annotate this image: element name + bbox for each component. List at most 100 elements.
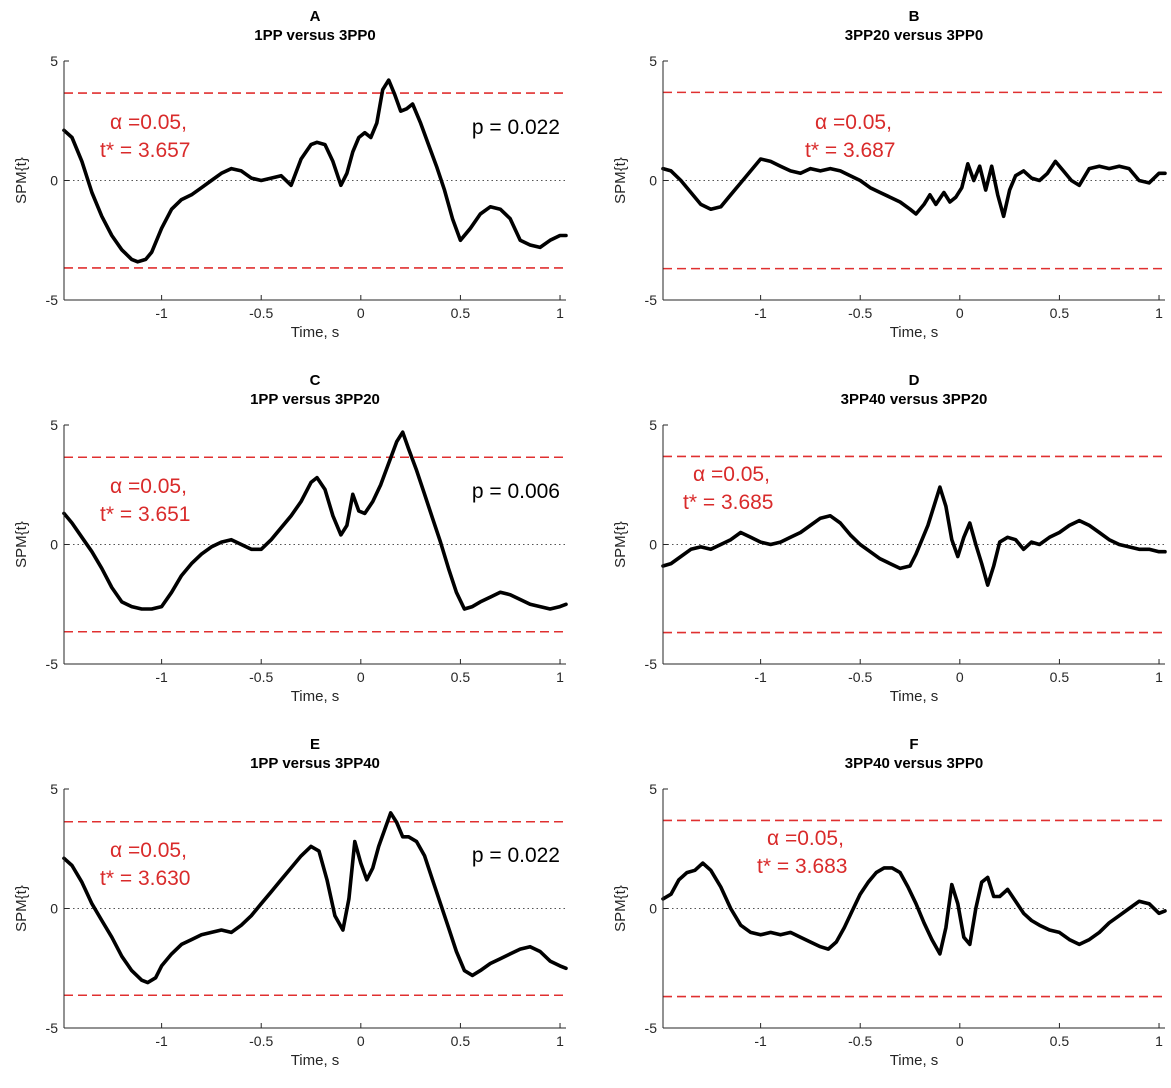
x-tick-label: -0.5 <box>848 669 872 685</box>
x-tick-label: -1 <box>754 669 767 685</box>
y-tick-label: -5 <box>645 292 658 308</box>
alpha-annotation: α =0.05, <box>767 827 844 850</box>
p-value-annotation: p = 0.022 <box>472 844 560 867</box>
panel-title: 1PP versus 3PP0 <box>254 27 375 44</box>
panel-letter: C <box>310 372 321 389</box>
y-tick-label: 5 <box>50 417 58 433</box>
y-tick-label: -5 <box>46 1020 59 1036</box>
tstar-annotation: t* = 3.685 <box>683 491 774 514</box>
panel-letter: D <box>909 372 920 389</box>
x-tick-label: 0.5 <box>451 305 471 321</box>
alpha-annotation: α =0.05, <box>693 463 770 486</box>
y-tick-label: 5 <box>649 781 657 797</box>
panel-c: C 1PP versus 3PP20 -1 -0.5 0 0.5 1 -5 0 5 Time, s S… <box>13 372 568 705</box>
x-tick-label: -1 <box>754 1033 767 1049</box>
x-tick-label: 0 <box>956 305 964 321</box>
y-tick-label: -5 <box>645 1020 658 1036</box>
spm-curve <box>62 78 568 264</box>
x-tick-label: 0.5 <box>451 669 471 685</box>
x-tick-label: 0.5 <box>1050 305 1070 321</box>
x-axis-label: Time, s <box>890 324 939 341</box>
x-tick-label: -1 <box>155 305 168 321</box>
spm-curve <box>661 861 1167 956</box>
y-tick-label: 0 <box>50 173 58 189</box>
x-axis-label: Time, s <box>890 1052 939 1069</box>
x-tick-label: -0.5 <box>249 1033 273 1049</box>
y-tick-label: 5 <box>649 417 657 433</box>
x-tick-label: 0.5 <box>451 1033 471 1049</box>
y-axis-label: SPM{t} <box>612 157 629 204</box>
x-tick-label: 1 <box>556 1033 564 1049</box>
x-tick-label: 1 <box>1155 305 1163 321</box>
tstar-annotation: t* = 3.630 <box>100 867 191 890</box>
x-tick-label: 1 <box>1155 1033 1163 1049</box>
y-axis-label: SPM{t} <box>13 885 30 932</box>
x-tick-label: 0.5 <box>1050 669 1070 685</box>
panel-title: 3PP40 versus 3PP0 <box>845 755 983 772</box>
panel-letter: B <box>909 8 920 25</box>
x-tick-label: 1 <box>1155 669 1163 685</box>
x-tick-label: -1 <box>155 669 168 685</box>
x-tick-label: -0.5 <box>848 1033 872 1049</box>
x-tick-label: 0.5 <box>1050 1033 1070 1049</box>
y-tick-label: 5 <box>50 53 58 69</box>
panel-letter: E <box>310 736 320 753</box>
x-axis-label: Time, s <box>291 1052 340 1069</box>
y-tick-label: -5 <box>46 656 59 672</box>
panel-letter: F <box>909 736 918 753</box>
panel-title: 3PP20 versus 3PP0 <box>845 27 983 44</box>
x-tick-label: 0 <box>357 1033 365 1049</box>
x-tick-label: -0.5 <box>249 669 273 685</box>
tstar-annotation: t* = 3.657 <box>100 139 191 162</box>
x-tick-label: -1 <box>155 1033 168 1049</box>
alpha-annotation: α =0.05, <box>815 111 892 134</box>
y-axis-label: SPM{t} <box>612 521 629 568</box>
x-tick-label: -0.5 <box>848 305 872 321</box>
y-axis-label: SPM{t} <box>13 157 30 204</box>
panel-b: B 3PP20 versus 3PP0 -1 -0.5 0 0.5 1 -5 0 5 Time, s… <box>612 8 1167 341</box>
y-tick-label: 0 <box>50 537 58 553</box>
panel-d: D 3PP40 versus 3PP20 -1 -0.5 0 0.5 1 -5 0 5 Time, … <box>612 372 1167 705</box>
alpha-annotation: α =0.05, <box>110 111 187 134</box>
spm-curve <box>661 485 1167 587</box>
panel-title: 1PP versus 3PP20 <box>250 391 380 408</box>
x-tick-label: -1 <box>754 305 767 321</box>
panel-e: E 1PP versus 3PP40 -1 -0.5 0 0.5 1 -5 0 5 Time, s S… <box>13 736 568 1069</box>
panel-title: 3PP40 versus 3PP20 <box>841 391 988 408</box>
x-tick-label: 0 <box>956 1033 964 1049</box>
x-tick-label: 1 <box>556 305 564 321</box>
tstar-annotation: t* = 3.687 <box>805 139 896 162</box>
y-tick-label: 5 <box>50 781 58 797</box>
x-tick-label: 0 <box>357 669 365 685</box>
alpha-annotation: α =0.05, <box>110 839 187 862</box>
panel-title: 1PP versus 3PP40 <box>250 755 380 772</box>
y-tick-label: 0 <box>649 173 657 189</box>
x-axis-label: Time, s <box>890 688 939 705</box>
y-tick-label: 0 <box>50 901 58 917</box>
y-tick-label: 0 <box>649 537 657 553</box>
panel-a: A 1PP versus 3PP0 -1 -0.5 0 0.5 1 -5 0 5 Time, s SP… <box>13 8 568 341</box>
panel-f: F 3PP40 versus 3PP0 -1 -0.5 0 0.5 1 -5 0 5 Time, s… <box>612 736 1167 1069</box>
y-axis-label: SPM{t} <box>13 521 30 568</box>
x-axis-label: Time, s <box>291 324 340 341</box>
y-axis-label: SPM{t} <box>612 885 629 932</box>
y-tick-label: 0 <box>649 901 657 917</box>
x-tick-label: 0 <box>357 305 365 321</box>
x-axis-label: Time, s <box>291 688 340 705</box>
spm-curve <box>62 430 568 611</box>
panel-letter: A <box>310 8 321 25</box>
spm-curve <box>661 157 1167 219</box>
x-tick-label: 1 <box>556 669 564 685</box>
x-tick-label: 0 <box>956 669 964 685</box>
tstar-annotation: t* = 3.683 <box>757 855 848 878</box>
y-tick-label: 5 <box>649 53 657 69</box>
spm-curve <box>62 811 568 985</box>
p-value-annotation: p = 0.022 <box>472 116 560 139</box>
x-tick-label: -0.5 <box>249 305 273 321</box>
alpha-annotation: α =0.05, <box>110 475 187 498</box>
y-tick-label: -5 <box>46 292 59 308</box>
p-value-annotation: p = 0.006 <box>472 480 560 503</box>
tstar-annotation: t* = 3.651 <box>100 503 191 526</box>
y-tick-label: -5 <box>645 656 658 672</box>
